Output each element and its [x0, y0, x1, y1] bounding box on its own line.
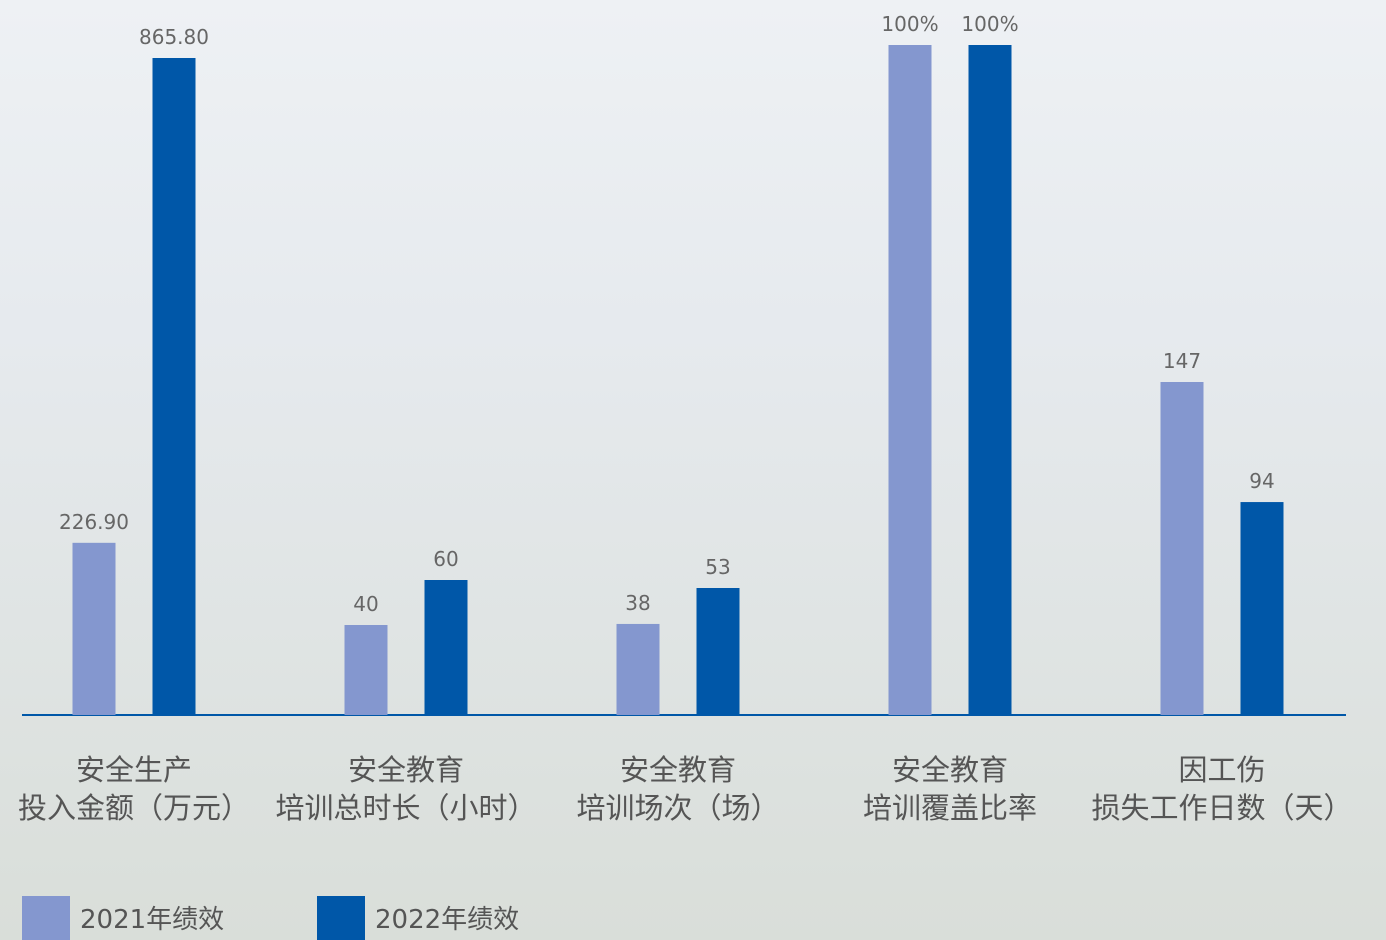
bar: [889, 45, 932, 715]
category-label: 培训场次（场）: [576, 791, 779, 825]
chart: 226.90 865.80 安全生产投入金额（万元） 40 60 安全教育培训总时长（小时…: [0, 0, 1386, 940]
category-label: 安全教育: [348, 753, 464, 787]
category-label: 损失工作日数（天）: [1091, 791, 1352, 825]
value-label: 100%: [961, 12, 1018, 36]
bar: [345, 625, 388, 715]
value-label: 53: [705, 555, 730, 579]
page: {"chart_data": {"type": "bar", "categori…: [0, 0, 1386, 940]
category-label: 安全教育: [892, 753, 1008, 787]
bar: [73, 543, 116, 715]
value-label: 94: [1249, 469, 1274, 493]
value-label: 38: [625, 591, 650, 615]
legend-swatch: [22, 896, 70, 940]
bar: [969, 45, 1012, 715]
value-label: 147: [1163, 349, 1201, 373]
bar: [617, 624, 660, 715]
category-label: 培训覆盖比率: [863, 791, 1037, 825]
bar: [1241, 502, 1284, 715]
bar: [697, 588, 740, 715]
bar: [425, 580, 468, 715]
value-label: 865.80: [139, 25, 209, 49]
category-label: 安全生产: [76, 753, 192, 787]
value-label: 60: [433, 547, 458, 571]
bar: [153, 58, 196, 715]
category-label: 投入金额（万元）: [18, 791, 250, 825]
category-label: 因工伤: [1178, 753, 1265, 787]
value-label: 100%: [881, 12, 938, 36]
legend-label: 2021年绩效: [80, 905, 224, 935]
legend-label: 2022年绩效: [375, 905, 519, 935]
bar: [1161, 382, 1204, 715]
legend-swatch: [317, 896, 365, 940]
value-label: 226.90: [59, 510, 129, 534]
value-label: 40: [353, 592, 378, 616]
category-label: 培训总时长（小时）: [275, 791, 536, 825]
category-label: 安全教育: [620, 753, 736, 787]
